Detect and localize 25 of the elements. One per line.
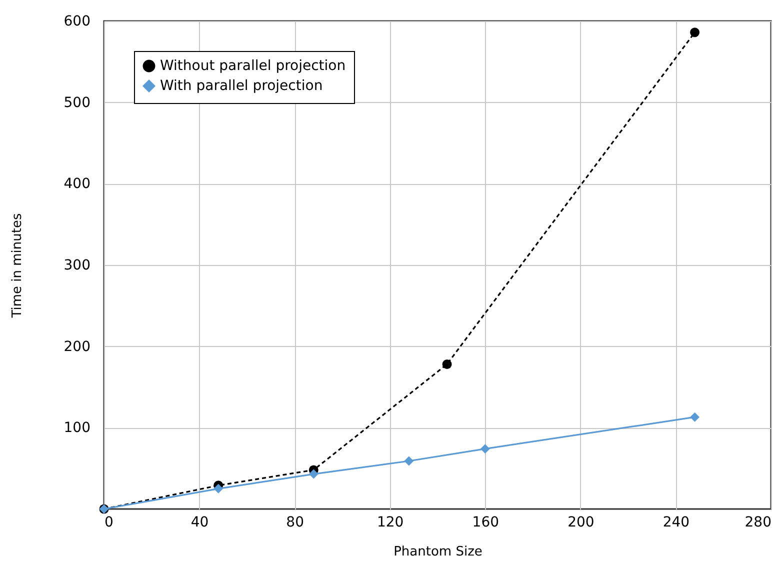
x-tick-label: 280	[744, 514, 772, 530]
y-tick-label: 300	[64, 258, 90, 274]
y-tick-label: 100	[64, 420, 90, 436]
x-tick-label: 200	[568, 514, 594, 530]
point	[404, 456, 414, 466]
y-axis-title: Time in minutes	[10, 213, 25, 319]
point	[690, 28, 700, 38]
y-tick-label: 200	[64, 338, 90, 355]
x-tick-label: 160	[472, 514, 500, 530]
point	[690, 412, 700, 422]
point	[480, 444, 490, 454]
legend-label: With parallel projection	[160, 78, 323, 94]
x-tick-label: 0	[104, 514, 114, 530]
point	[308, 469, 318, 479]
x-axis-title: Phantom Size	[394, 544, 482, 560]
y-tick-label: 400	[64, 176, 90, 192]
legend-label: Without parallel projection	[160, 58, 346, 74]
x-tick-label: 120	[376, 514, 404, 530]
x-tick-label: 40	[190, 514, 209, 530]
x-tick-label: 80	[286, 514, 304, 530]
x-tick-label: 240	[662, 514, 690, 530]
point	[214, 484, 224, 494]
point	[442, 359, 452, 369]
y-tick-label: 600	[64, 14, 90, 30]
y-tick-label: 500	[64, 94, 90, 111]
